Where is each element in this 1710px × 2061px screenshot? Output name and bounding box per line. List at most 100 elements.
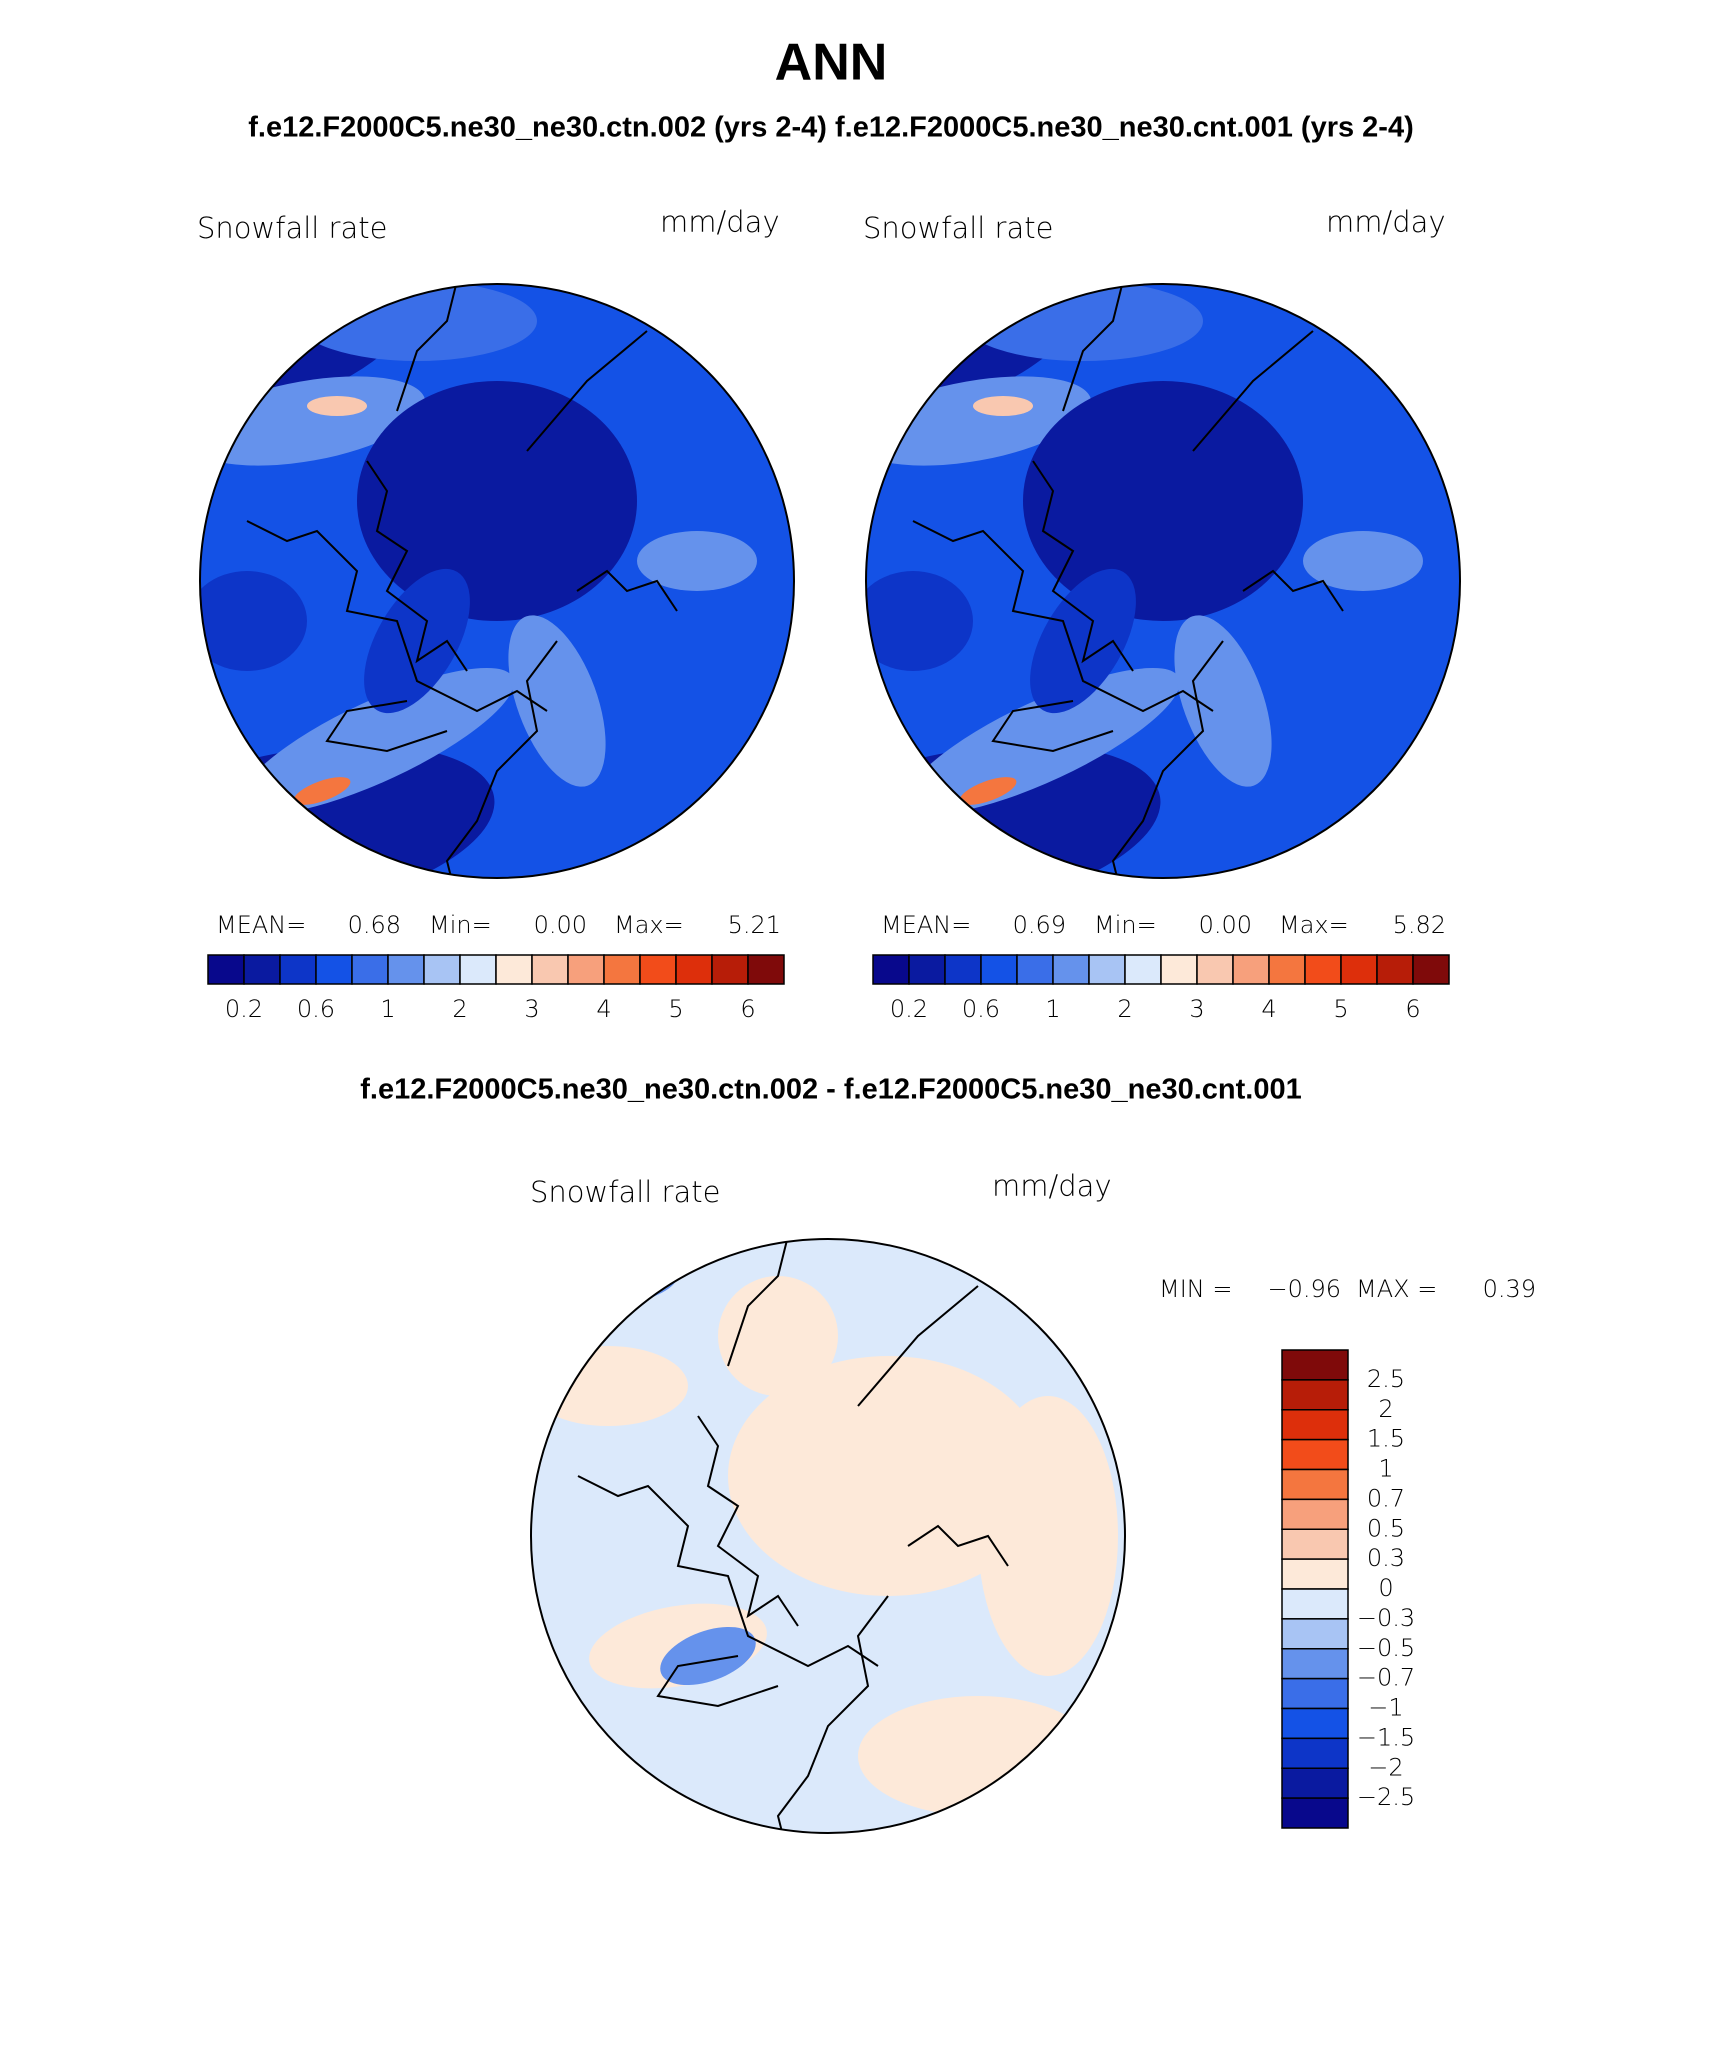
colorbar-box [1232,954,1270,985]
colorbar-box [351,954,389,985]
colorbar-label: −2.5 [1357,1783,1415,1811]
stat-text: Min= [429,911,492,939]
colorbar-label: 0 [1378,1574,1393,1602]
colorbar-box [1281,1767,1349,1799]
stat-text: Min= [1094,911,1157,939]
colorbar-label: 6 [740,995,755,1023]
colorbar-box [1088,954,1126,985]
coastline [1111,640,1224,878]
colorbar-box [387,954,425,985]
colorbar-box [1281,1737,1349,1769]
colorbar-label: 2 [1117,995,1132,1023]
colorbar-label: 5 [668,995,683,1023]
colorbar-label: 2.5 [1367,1365,1405,1393]
colorbar-label: −1 [1368,1694,1403,1722]
colorbar-box [1160,954,1198,985]
coastline [991,700,1114,753]
map [530,1238,1126,1834]
stat-text: 0.39 [1483,1275,1536,1303]
map-region [660,1626,756,1686]
colorbar-box [1281,1379,1349,1411]
diff-title: f.e12.F2000C5.ne30_ne30.ctn.002 - f.e12.… [360,1074,1301,1106]
colorbar-box [1376,954,1414,985]
stat-text: MIN = [1159,1275,1232,1303]
map-region [718,1276,838,1396]
colorbar-box [1281,1648,1349,1680]
map-region [1303,531,1423,591]
map-region [293,777,351,805]
colorbar-box [495,954,533,985]
colorbar-label: −1.5 [1357,1723,1415,1751]
colorbar-box [908,954,946,985]
colorbar-label: 4 [1261,995,1276,1023]
colorbar-box [459,954,497,985]
colorbar-box [207,954,245,985]
colorbar-box [243,954,281,985]
colorbar-box [944,954,982,985]
coastline [912,520,1214,713]
colorbar-label: 3 [524,995,539,1023]
colorbar-box [315,954,353,985]
map [865,283,1461,879]
colorbar-box [1281,1468,1349,1501]
panel-units: mm/day [992,1169,1112,1203]
colorbar-label: 2 [452,995,467,1023]
stat-text: 5.82 [1393,911,1446,939]
map-region [531,1346,688,1426]
stat-text: −0.96 [1267,1275,1341,1303]
map-region [1023,381,1303,621]
coastline [697,1415,799,1627]
colorbar-label: 5 [1333,995,1348,1023]
stat-text: 0.00 [1199,911,1252,939]
colorbar-box [1304,954,1342,985]
map-field [531,1239,1125,1833]
coastline [1032,460,1134,672]
maps [199,283,1461,1834]
stat-text: 5.21 [728,911,781,939]
colorbar-box [567,954,605,985]
map-region [866,571,973,671]
map-region [978,1396,1118,1676]
coastline [776,1595,889,1833]
colorbar-box [872,954,910,985]
stat-text: Max= [1279,911,1349,939]
colorbar-box [1340,954,1378,985]
colorbar-box [1196,954,1234,985]
map-region [307,396,367,416]
stat-text: MEAN= [216,911,306,939]
colorbar-box [675,954,713,985]
colorbar-label: −0.7 [1357,1664,1415,1692]
colorbar-label: 0.6 [962,995,1000,1023]
map-region [959,777,1017,805]
colorbar-label: 1 [1045,995,1060,1023]
colorbar-box [1281,1438,1349,1471]
colorbar-box [1281,1588,1349,1620]
colorbar-box [1281,1498,1349,1530]
colorbar-label: 3 [1189,995,1204,1023]
coastline [577,1475,879,1668]
colorbar-label: −2 [1368,1753,1403,1781]
stat-text: 0.68 [348,911,401,939]
coastline [396,284,648,452]
colorbar-label: 1 [1378,1455,1393,1483]
subtitle: f.e12.F2000C5.ne30_ne30.ctn.002 (yrs 2-4… [248,112,1414,144]
stat-text: Max= [614,911,684,939]
colorbar-box [1268,954,1306,985]
colorbar-box [980,954,1018,985]
stat-text: 0.69 [1013,911,1066,939]
panel-label: Snowfall rate [863,211,1053,245]
colorbar-label: −0.3 [1357,1604,1415,1632]
map-region [637,531,757,591]
colorbar-label: −0.5 [1357,1634,1415,1662]
colorbar-box [711,954,749,985]
colorbar-box [1281,1677,1349,1710]
map-region [200,571,307,671]
map-region [508,615,606,787]
map-border [865,283,1461,879]
map-region [1030,568,1136,714]
colorbar-box [1281,1349,1349,1381]
colorbar-label: 0.5 [1367,1514,1405,1542]
map-field [866,284,1460,878]
coastline [366,460,468,672]
colorbar-box [639,954,677,985]
